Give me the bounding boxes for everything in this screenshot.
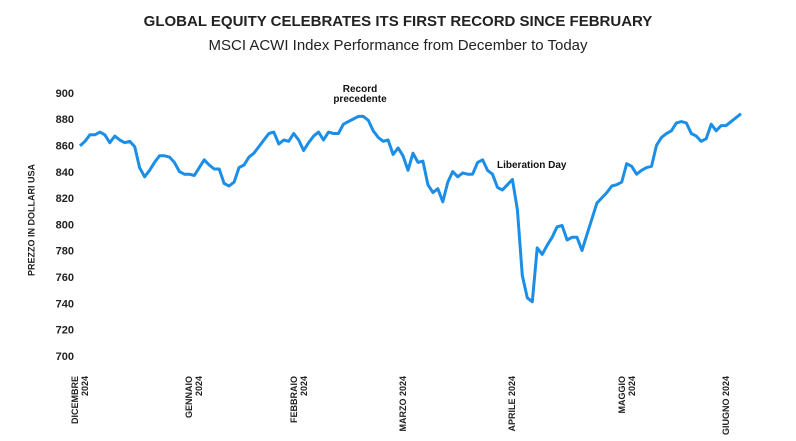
y-tick-label: 900 (56, 88, 74, 100)
x-tick-label: APRILE 2024 (507, 376, 518, 432)
x-tick-label: GENNAIO 2024 (184, 376, 205, 419)
y-tick-label: 860 (56, 141, 74, 153)
x-tick-label: DICEMBRE 2024 (70, 376, 90, 425)
x-tick-label: MAGGIO 2024 (616, 376, 637, 414)
y-tick-label: 840 (56, 167, 74, 179)
y-tick-label: 820 (56, 193, 74, 205)
y-tick-label: 700 (56, 351, 74, 363)
annotation: Liberation Day (497, 160, 567, 171)
x-tick-label: FEBBRAIO 2024 (288, 376, 309, 423)
y-tick-label: 780 (56, 246, 74, 258)
y-tick-label: 740 (56, 298, 74, 310)
x-tick-label: GIUGNO 2024 (721, 376, 732, 436)
annotation: Record precedente (333, 84, 387, 105)
y-tick-label: 800 (56, 219, 74, 231)
y-axis-label: PREZZO IN DOLLARI USA (26, 164, 36, 276)
x-tick-label: MARZO 2024 (398, 376, 408, 432)
chart-title: GLOBAL EQUITY CELEBRATES ITS FIRST RECOR… (144, 13, 653, 30)
y-tick-label: 720 (56, 325, 74, 337)
y-tick-label: 760 (56, 272, 74, 284)
chart-subtitle: MSCI ACWI Index Performance from Decembe… (208, 37, 588, 54)
line (78, 112, 742, 304)
y-tick-label: 880 (56, 114, 74, 126)
